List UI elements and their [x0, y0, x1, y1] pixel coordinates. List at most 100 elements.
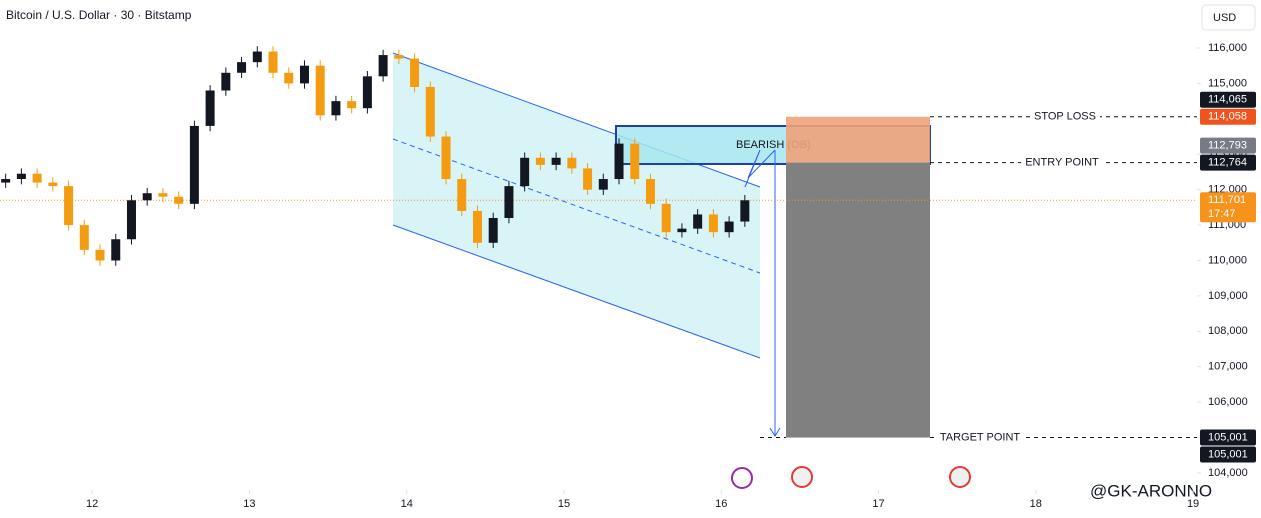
price-tag: [1200, 429, 1256, 446]
candle-body: [205, 90, 215, 126]
x-tick-label: 16: [715, 498, 727, 510]
x-tick-label: 19: [1187, 498, 1199, 510]
event-icons: [731, 466, 971, 489]
x-tick-label: 13: [243, 498, 255, 510]
candle-body: [535, 157, 545, 165]
price-tag-label: 112,793: [1208, 140, 1247, 152]
candle-body: [347, 101, 357, 109]
candle-body: [378, 55, 388, 77]
candle-body: [174, 196, 184, 204]
candle-body: [189, 125, 199, 204]
y-tick-label: 110,000: [1208, 254, 1247, 266]
price-tag: [1200, 446, 1256, 463]
price-tag-label: 112,764: [1208, 157, 1247, 169]
y-tick-label: 106,000: [1208, 396, 1248, 408]
x-tick-label: 12: [86, 498, 98, 510]
price-tag: [1200, 108, 1256, 125]
candle-body: [1, 179, 11, 183]
candle-body: [315, 65, 325, 116]
level-label: STOP LOSS: [1034, 111, 1096, 123]
y-tick-label: 108,000: [1208, 325, 1248, 337]
y-tick-label: 109,000: [1208, 290, 1248, 302]
candle-body: [394, 55, 404, 59]
candle-body: [661, 203, 671, 233]
candle-body: [48, 182, 58, 187]
candle-body: [284, 72, 294, 84]
candle-body: [645, 179, 655, 204]
price-tag-label: 114,065: [1208, 94, 1247, 106]
price-tag-label: 105,001: [1208, 448, 1248, 460]
candle-body: [158, 193, 168, 197]
zigzag: [744, 149, 776, 188]
price-tag: [1200, 154, 1256, 171]
candle-body: [142, 193, 152, 201]
candle-body: [740, 200, 750, 222]
candle-body: [457, 179, 467, 211]
price-tag: [1200, 91, 1256, 108]
price-tag-label: 114,058: [1208, 111, 1247, 123]
stop-zone: [786, 116, 930, 163]
candle-body: [630, 143, 640, 180]
y-tick-label: 115,000: [1208, 77, 1247, 89]
candle-body: [598, 179, 608, 190]
candle-body: [237, 62, 247, 73]
level-label: TARGET POINT: [940, 431, 1021, 443]
candle-body: [16, 173, 26, 180]
level-label: ENTRY POINT: [1025, 157, 1099, 169]
candle-body: [126, 200, 136, 240]
candle-body: [441, 136, 451, 180]
x-tick-label: 15: [558, 498, 570, 510]
candle-body: [724, 221, 734, 233]
candle-body: [504, 186, 514, 218]
candle-body: [410, 58, 420, 87]
candle-body: [567, 157, 577, 169]
channel-fill: [393, 53, 760, 358]
channel-lower: [392, 224, 761, 359]
candle-body: [299, 65, 309, 84]
level-label-bg: [1021, 156, 1104, 169]
event-icon[interactable]: [731, 467, 753, 489]
candle-body: [95, 249, 105, 261]
x-tick-label: 14: [401, 498, 413, 510]
candle-body: [64, 186, 74, 226]
event-icon[interactable]: [791, 466, 813, 488]
y-tick-label: 107,000: [1208, 361, 1248, 373]
candle-body: [362, 76, 372, 109]
candle-body: [708, 214, 718, 233]
x-tick-label: 18: [1030, 498, 1042, 510]
candle-body: [472, 210, 482, 243]
chart-title: Bitcoin / U.S. Dollar · 30 · Bitstamp: [6, 8, 192, 22]
watermark: @GK-ARONNO: [1090, 481, 1212, 500]
price-tag: [1200, 137, 1256, 154]
currency[interactable]: USD: [1213, 12, 1236, 24]
y-tick-label: 104,000: [1208, 467, 1248, 479]
candle-body: [551, 157, 561, 165]
candle-body: [111, 239, 121, 261]
level-label-bg: [935, 431, 1025, 444]
event-icon[interactable]: [949, 466, 971, 488]
price-tag-label: 105,001: [1208, 431, 1248, 443]
price-tag-label: 111,701: [1208, 194, 1246, 206]
channel-mid: [392, 138, 761, 274]
candle-body: [614, 143, 624, 180]
currency-button[interactable]: [1201, 4, 1256, 31]
candle-body: [268, 51, 278, 73]
candle-body: [221, 72, 231, 91]
arrow-head: [769, 427, 781, 437]
y-tick-label: 116,000: [1208, 42, 1247, 54]
candle-body: [331, 101, 341, 116]
candle-body: [693, 214, 703, 229]
candle-body: [677, 228, 687, 233]
candle-body: [488, 217, 498, 243]
candle-body: [583, 168, 593, 190]
x-tick-label: 17: [872, 498, 884, 510]
candle-body: [425, 86, 435, 137]
level-label-bg: [1030, 110, 1100, 123]
price-tag: [1200, 192, 1256, 223]
price-tag-countdown: 17:47: [1208, 208, 1236, 220]
candle-body: [520, 157, 530, 187]
target-zone: [786, 162, 930, 438]
candle-body: [79, 225, 89, 250]
